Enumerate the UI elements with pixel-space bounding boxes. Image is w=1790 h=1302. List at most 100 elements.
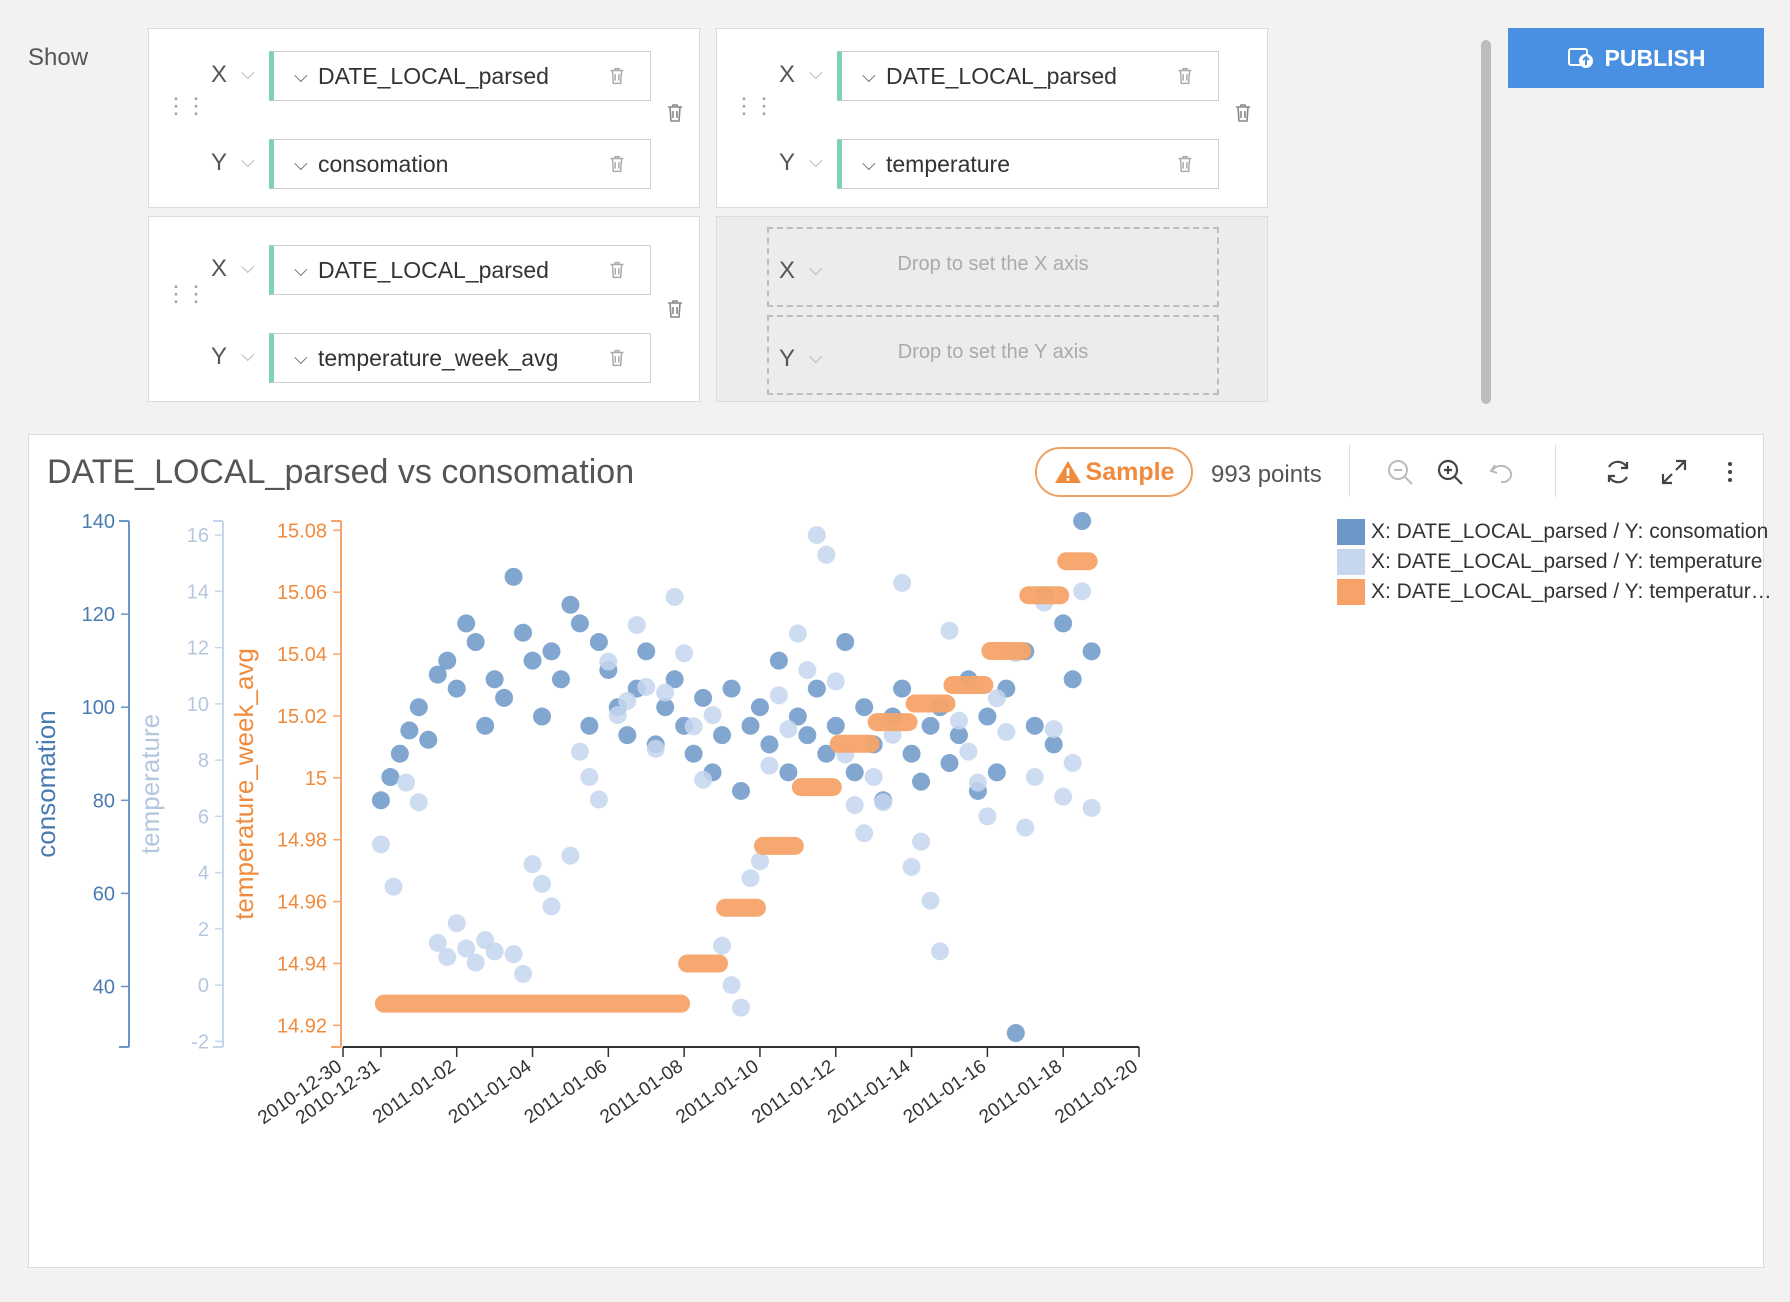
y-tick-label: 60	[93, 883, 115, 905]
trash-icon[interactable]	[663, 101, 687, 125]
chevron-down-icon[interactable]: ⌵	[809, 151, 823, 171]
x-drop-placeholder: Drop to set the X axis	[897, 253, 1089, 275]
data-point	[1016, 818, 1035, 837]
data-point	[817, 545, 836, 564]
y-tick-label: 140	[82, 511, 115, 533]
x-drop-zone[interactable]: X ⌵ Drop to set the X axis	[767, 227, 1219, 307]
data-point	[1044, 735, 1063, 754]
drag-handle-icon[interactable]: ⋮⋮	[165, 93, 207, 118]
data-point	[1063, 753, 1082, 772]
data-point	[409, 793, 428, 812]
chevron-down-icon[interactable]: ⌵	[241, 257, 255, 277]
x-axis-letter: X	[779, 61, 796, 88]
x-tick-label: 2011-01-02	[369, 1056, 460, 1128]
trash-icon[interactable]	[1174, 65, 1196, 87]
x-field-name: DATE_LOCAL_parsed	[886, 62, 1117, 89]
chevron-down-icon[interactable]: ⌵	[294, 259, 308, 280]
trash-icon[interactable]	[1231, 101, 1255, 125]
x-tick-label: 2011-01-14	[824, 1056, 915, 1128]
y-tick-label: 6	[198, 806, 209, 828]
data-point	[371, 835, 390, 854]
data-point	[580, 767, 599, 786]
y-field-pill[interactable]: ⌵ temperature_week_avg	[269, 333, 651, 383]
data-point	[845, 763, 864, 782]
y-tick-label: 14.94	[277, 953, 327, 975]
data-point	[618, 726, 637, 745]
data-point	[788, 707, 807, 726]
trash-icon[interactable]	[663, 297, 687, 321]
y-tick-label: 15.08	[277, 520, 327, 542]
points-count: 993 points	[1211, 461, 1322, 488]
publish-button[interactable]: PUBLISH	[1508, 28, 1764, 88]
x-field-pill[interactable]: ⌵ DATE_LOCAL_parsed	[269, 51, 651, 101]
trash-icon[interactable]	[606, 347, 628, 369]
y-tick-label: 15.02	[277, 706, 327, 728]
y-drop-zone[interactable]: Y ⌵ Drop to set the Y axis	[767, 315, 1219, 395]
x-tick-label: 2011-01-12	[748, 1056, 839, 1128]
data-point	[1044, 720, 1063, 739]
scatter-plot[interactable]: 40 60 80 100 120 140 consomation -2 0 2 4 6 8 10 12 14 1…	[29, 435, 1763, 1267]
zoom-in-icon[interactable]	[1435, 457, 1465, 487]
y-tick-label: 4	[198, 863, 209, 885]
data-segment	[867, 713, 918, 732]
chevron-down-icon[interactable]: ⌵	[809, 259, 823, 279]
chevron-down-icon[interactable]: ⌵	[241, 63, 255, 83]
data-segment	[905, 694, 956, 713]
data-point	[741, 869, 760, 888]
data-point	[542, 897, 561, 916]
data-point	[684, 744, 703, 763]
undo-icon[interactable]	[1487, 457, 1517, 487]
trash-icon[interactable]	[606, 153, 628, 175]
show-label: Show	[28, 44, 89, 71]
data-point	[694, 688, 713, 707]
drag-handle-icon[interactable]: ⋮⋮	[733, 93, 775, 118]
drag-handle-icon[interactable]: ⋮⋮	[165, 281, 207, 306]
legend-item-temperature[interactable]: X: DATE_LOCAL_parsed / Y: temperature	[1337, 547, 1772, 577]
chevron-down-icon[interactable]: ⌵	[294, 347, 308, 368]
sample-badge[interactable]: Sample	[1035, 447, 1193, 497]
refresh-icon[interactable]	[1603, 457, 1633, 487]
x-field-pill[interactable]: ⌵ DATE_LOCAL_parsed	[269, 245, 651, 295]
legend-item-consomation[interactable]: X: DATE_LOCAL_parsed / Y: consomation	[1337, 517, 1772, 547]
data-point	[438, 947, 457, 966]
data-point	[779, 763, 798, 782]
x-field-name: DATE_LOCAL_parsed	[318, 256, 549, 283]
chevron-down-icon[interactable]: ⌵	[241, 151, 255, 171]
y-field-pill[interactable]: ⌵ consomation	[269, 139, 651, 189]
scrollbar[interactable]	[1481, 40, 1491, 404]
y-axis-label: temperature	[135, 714, 165, 854]
chevron-down-icon[interactable]: ⌵	[294, 65, 308, 86]
data-point	[589, 790, 608, 809]
y-tick-label: 14.98	[277, 830, 327, 852]
trash-icon[interactable]	[606, 259, 628, 281]
chevron-down-icon[interactable]: ⌵	[809, 63, 823, 83]
more-vertical-icon[interactable]	[1715, 457, 1745, 487]
y-tick-label: 40	[93, 976, 115, 998]
y-tick-label: 10	[187, 694, 209, 716]
chevron-down-icon[interactable]: ⌵	[294, 153, 308, 174]
chevron-down-icon[interactable]: ⌵	[862, 153, 876, 174]
data-segment	[678, 954, 729, 973]
chevron-down-icon[interactable]: ⌵	[809, 347, 823, 367]
chevron-down-icon[interactable]: ⌵	[241, 345, 255, 365]
trash-icon[interactable]	[1174, 153, 1196, 175]
data-point	[968, 773, 987, 792]
chevron-down-icon[interactable]: ⌵	[862, 65, 876, 86]
y-tick-label: 14.92	[277, 1015, 327, 1037]
data-point	[874, 793, 893, 812]
x-field-pill[interactable]: ⌵ DATE_LOCAL_parsed	[837, 51, 1219, 101]
zoom-out-icon[interactable]	[1385, 457, 1415, 487]
data-point	[713, 726, 732, 745]
data-point	[807, 526, 826, 545]
x-tick-label: 2011-01-08	[597, 1056, 688, 1128]
data-point	[400, 721, 419, 740]
data-point	[561, 595, 580, 614]
legend-item-temperature-week-avg[interactable]: X: DATE_LOCAL_parsed / Y: temperatur…	[1337, 577, 1772, 607]
fullscreen-icon[interactable]	[1659, 457, 1689, 487]
data-point	[902, 744, 921, 763]
data-segment	[981, 641, 1032, 660]
data-point	[428, 665, 447, 684]
trash-icon[interactable]	[606, 65, 628, 87]
y-field-pill[interactable]: ⌵ temperature	[837, 139, 1219, 189]
legend-swatch	[1337, 519, 1365, 545]
